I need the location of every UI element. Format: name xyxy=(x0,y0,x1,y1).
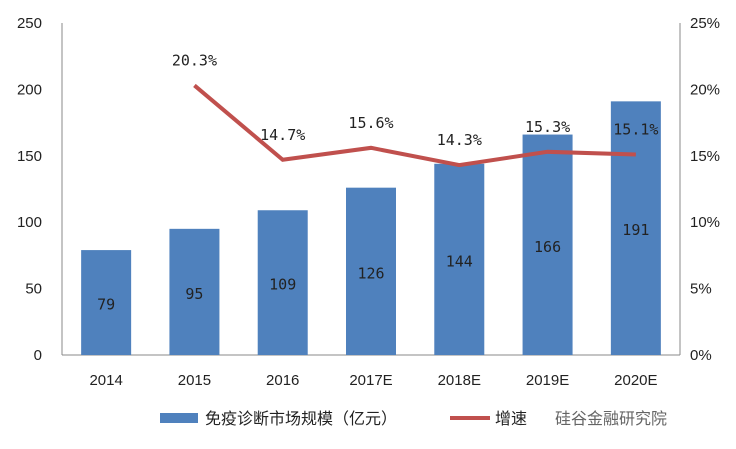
bar-value-label: 166 xyxy=(534,238,561,256)
x-tick-label: 2019E xyxy=(526,372,569,389)
x-tick-label: 2018E xyxy=(438,372,481,389)
legend-line-label: 增速 xyxy=(495,409,527,428)
right-tick-label: 10% xyxy=(690,214,720,231)
bar xyxy=(169,228,220,355)
left-tick-label: 100 xyxy=(17,214,42,231)
x-tick-label: 2020E xyxy=(614,372,657,389)
growth-label: 20.3% xyxy=(172,51,217,69)
bar-value-label: 191 xyxy=(622,221,649,239)
legend-bar-label: 免疫诊断市场规模（亿元） xyxy=(205,409,397,428)
growth-label: 14.7% xyxy=(260,126,305,144)
x-tick-label: 2016 xyxy=(266,372,299,389)
bar-value-label: 144 xyxy=(446,252,473,270)
bar xyxy=(257,210,308,355)
bar-value-label: 95 xyxy=(185,285,203,303)
legend-bar-swatch xyxy=(160,413,198,423)
bar-value-label: 109 xyxy=(269,276,296,294)
left-tick-label: 0 xyxy=(34,347,42,364)
left-tick-label: 50 xyxy=(25,281,42,298)
right-tick-label: 15% xyxy=(690,148,720,165)
growth-label: 15.3% xyxy=(525,118,570,136)
bar xyxy=(346,187,396,355)
right-tick-label: 25% xyxy=(690,15,720,32)
watermark: 硅谷金融研究院 xyxy=(555,409,667,428)
bar xyxy=(81,250,132,355)
x-tick-label: 2014 xyxy=(89,372,122,389)
bar xyxy=(610,101,661,356)
bar-value-label: 79 xyxy=(97,296,115,314)
bar-value-label: 126 xyxy=(357,264,384,282)
x-tick-label: 2017E xyxy=(349,372,392,389)
bar xyxy=(522,134,573,355)
right-tick-label: 0% xyxy=(690,347,712,364)
right-tick-label: 20% xyxy=(690,81,720,98)
growth-label: 15.1% xyxy=(613,120,658,138)
left-tick-label: 150 xyxy=(17,148,42,165)
left-tick-label: 250 xyxy=(17,15,42,32)
x-tick-label: 2015 xyxy=(178,372,211,389)
right-tick-label: 5% xyxy=(690,281,712,298)
left-tick-label: 200 xyxy=(17,81,42,98)
growth-label: 15.6% xyxy=(348,114,393,132)
growth-line xyxy=(193,83,636,168)
bar xyxy=(434,163,485,355)
growth-label: 14.3% xyxy=(437,131,482,149)
